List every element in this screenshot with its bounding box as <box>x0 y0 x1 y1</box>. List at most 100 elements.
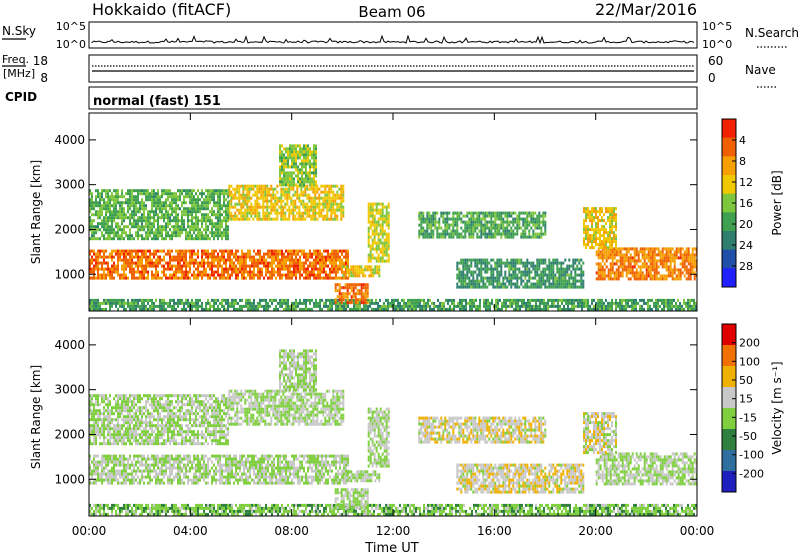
heatmap-cell <box>109 304 111 308</box>
heatmap-cell <box>103 252 105 256</box>
heatmap-cell <box>687 268 690 272</box>
heatmap-cell <box>462 279 465 283</box>
heatmap-cell <box>99 237 101 241</box>
heatmap-cell <box>480 276 483 280</box>
heatmap-cell <box>582 270 585 274</box>
heatmap-cell <box>343 261 345 265</box>
heatmap-cell <box>137 201 139 205</box>
heatmap-cell <box>625 271 628 275</box>
heatmap-cell <box>444 217 447 221</box>
heatmap-cell <box>89 298 91 302</box>
heatmap-cell <box>149 252 151 256</box>
heatmap-cell <box>266 217 269 221</box>
heatmap-cell <box>101 249 103 253</box>
heatmap-cell <box>181 298 183 302</box>
heatmap-cell <box>259 267 261 271</box>
heatmap-cell <box>295 261 297 265</box>
heatmap-cell <box>350 265 353 269</box>
heatmap-cell <box>101 213 103 217</box>
heatmap-cell <box>187 273 189 277</box>
heatmap-cell <box>681 256 684 260</box>
heatmap-cell <box>141 252 143 256</box>
heatmap-cell <box>305 168 307 172</box>
heatmap-cell <box>97 267 99 271</box>
heatmap-cell <box>310 187 313 191</box>
heatmap-cell <box>215 234 217 238</box>
heatmap-cell <box>317 258 319 262</box>
heatmap-cell <box>163 304 165 308</box>
heatmap-cell <box>191 192 193 196</box>
heatmap-cell <box>381 217 384 221</box>
heatmap-cell <box>601 234 603 238</box>
heatmap-cell <box>564 285 567 289</box>
heatmap-cell <box>307 150 309 154</box>
heatmap-cell <box>607 234 609 238</box>
heatmap-cell <box>217 231 219 235</box>
heatmap-cell <box>157 195 159 199</box>
heatmap-cell <box>468 270 471 274</box>
heatmap-cell <box>155 304 157 308</box>
heatmap-cell <box>663 277 666 281</box>
heatmap-cell <box>215 258 217 262</box>
heatmap-cell <box>89 216 91 220</box>
heatmap-cell <box>323 249 325 253</box>
heatmap-cell <box>185 258 187 262</box>
heatmap-cell <box>151 252 153 256</box>
heatmap-cell <box>536 285 539 289</box>
heatmap-cell <box>516 220 519 224</box>
heatmap-cell <box>647 259 650 263</box>
heatmap-cell <box>605 243 607 247</box>
heatmap-cell <box>103 301 105 305</box>
heatmap-cell <box>228 217 231 221</box>
heatmap-cell <box>137 195 139 199</box>
heatmap-cell <box>514 282 517 286</box>
power-echo-region <box>89 189 229 241</box>
heatmap-cell <box>683 274 686 278</box>
heatmap-cell <box>462 282 465 286</box>
heatmap-cell <box>145 204 147 208</box>
heatmap-cell <box>229 267 231 271</box>
heatmap-cell <box>225 237 227 241</box>
heatmap-cell <box>578 267 581 271</box>
heatmap-cell <box>562 285 565 289</box>
heatmap-cell <box>319 304 321 308</box>
heatmap-cell <box>169 228 171 232</box>
heatmap-cell <box>625 265 628 269</box>
heatmap-cell <box>599 250 602 254</box>
heatmap-cell <box>143 213 145 217</box>
heatmap-cell <box>524 267 527 271</box>
heatmap-cell <box>506 285 509 289</box>
heatmap-cell <box>247 249 249 253</box>
heatmap-cell <box>113 201 115 205</box>
heatmap-cell <box>161 213 163 217</box>
heatmap-cell <box>227 213 229 217</box>
heatmap-cell <box>131 273 133 277</box>
heatmap-cell <box>133 189 135 193</box>
heatmap-cell <box>649 250 652 254</box>
heatmap-cell <box>335 258 337 262</box>
heatmap-cell <box>221 304 223 308</box>
heatmap-cell <box>514 261 517 265</box>
heatmap-cell <box>240 208 243 212</box>
heatmap-cell <box>311 153 313 157</box>
heatmap-cell <box>297 156 299 160</box>
heatmap-cell <box>334 199 337 203</box>
heatmap-cell <box>157 213 159 217</box>
heatmap-cell <box>262 211 265 215</box>
heatmap-cell <box>312 190 315 194</box>
heatmap-cell <box>323 261 325 265</box>
heatmap-cell <box>236 217 239 221</box>
heatmap-cell <box>169 301 171 305</box>
heatmap-cell <box>123 219 125 223</box>
heatmap-cell <box>103 198 105 202</box>
heatmap-cell <box>637 274 640 278</box>
heatmap-cell <box>305 174 307 178</box>
heatmap-cell <box>215 264 217 268</box>
heatmap-cell <box>342 193 345 197</box>
heatmap-cell <box>179 192 181 196</box>
heatmap-cell <box>97 210 99 214</box>
heatmap-cell <box>315 174 317 178</box>
heatmap-cell <box>496 279 499 283</box>
heatmap-cell <box>207 307 209 311</box>
heatmap-cell <box>256 217 259 221</box>
